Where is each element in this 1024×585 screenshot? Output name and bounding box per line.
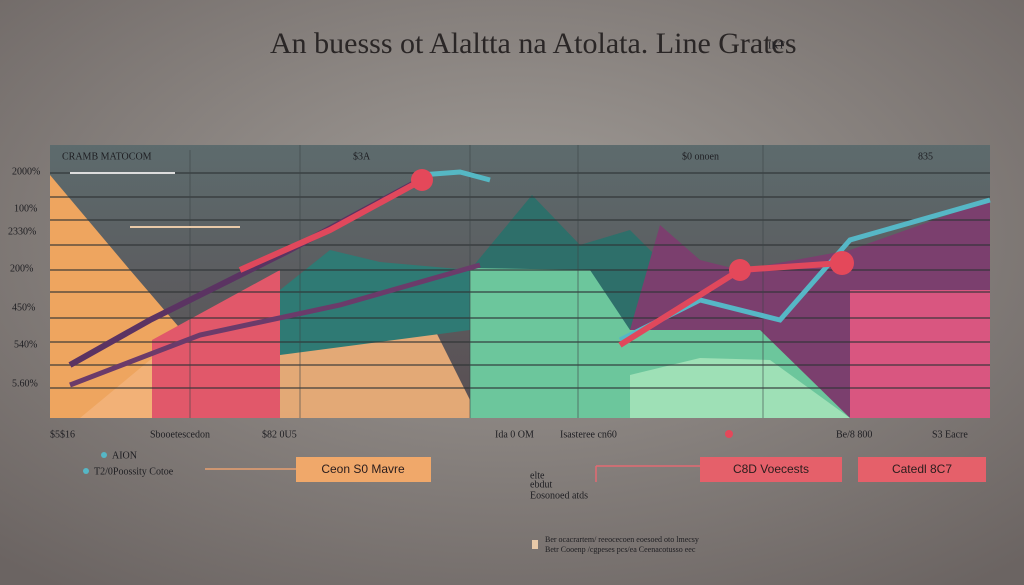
note: Eosonoed atds [530, 490, 588, 501]
column-header: 835 [918, 151, 933, 162]
column-header: CRAMB MATOCOM [62, 151, 152, 162]
area [280, 250, 470, 355]
dot [725, 430, 733, 438]
button[interactable] [858, 457, 986, 482]
legend-swatch [101, 452, 107, 458]
button[interactable] [700, 457, 842, 482]
buttons: Ceon S0 Mavre C8D Voecests Catedl 8C7 [296, 457, 986, 482]
row-label: 100% [14, 203, 37, 214]
legend-label: AION [112, 450, 137, 461]
bottom-label: Sbooetescedon [150, 429, 210, 440]
marker [729, 259, 751, 281]
notes: elte ebdut Eosonoed atds [530, 470, 588, 501]
legend: AION T2/0Poossity Cotoe [83, 450, 700, 482]
chart-panel: CRAMB MATOCOM $3A $0 onoen 835 [50, 145, 991, 418]
row-label: 5.60% [12, 378, 38, 389]
line [419, 169, 491, 183]
footer-line: Ber ocacrartem/ reeocecoen eoesoed oto l… [545, 535, 699, 544]
grid [50, 145, 990, 418]
bottom-label: Be/8 800 [836, 429, 872, 440]
bottom-labels: $5$16 Sbooetescedon $82 0U5 Ida 0 OM Isa… [50, 429, 968, 440]
area [50, 175, 280, 418]
button-label: Catedl 8C7 [892, 462, 952, 476]
row-label: 2000% [12, 166, 40, 177]
bottom-label: Isasteree cn60 [560, 429, 617, 440]
line [69, 262, 481, 388]
row-label: 450% [12, 302, 35, 313]
row-label: 200% [10, 263, 33, 274]
line [238, 177, 424, 273]
bottom-label: $5$16 [50, 429, 75, 440]
note: elte [530, 470, 545, 481]
footer-line: Betr Cooenp /cgpeses pcs/ea Ceenacotusso… [545, 545, 696, 554]
badge: IKT [768, 40, 785, 51]
column-header: $0 onoen [682, 151, 719, 162]
title: An buesss ot Alaltta na Atolata. Line Gr… [270, 27, 797, 60]
icon [532, 540, 538, 549]
legend-swatch [83, 468, 89, 474]
footer: Ber ocacrartem/ reeocecoen eoesoed oto l… [532, 535, 699, 554]
row-label: 2330% [8, 226, 36, 237]
column-header: $3A [353, 151, 371, 162]
note: ebdut [530, 479, 552, 490]
bottom-label: S3 Eacre [932, 429, 968, 440]
button-label: Ceon S0 Mavre [321, 462, 405, 476]
bottom-label: $82 0U5 [262, 429, 297, 440]
button-label: C8D Voecests [733, 462, 809, 476]
button[interactable] [296, 457, 431, 482]
area [152, 270, 280, 418]
marker [411, 169, 433, 191]
area [850, 290, 990, 418]
bottom-label: Ida 0 OM [495, 429, 534, 440]
marker [830, 251, 854, 275]
row-label: 540% [14, 339, 37, 350]
row-labels: 2000% 100% 2330% 200% 450% 540% 5.60% [8, 166, 40, 389]
legend-label: T2/0Poossity Cotoe [94, 466, 174, 477]
